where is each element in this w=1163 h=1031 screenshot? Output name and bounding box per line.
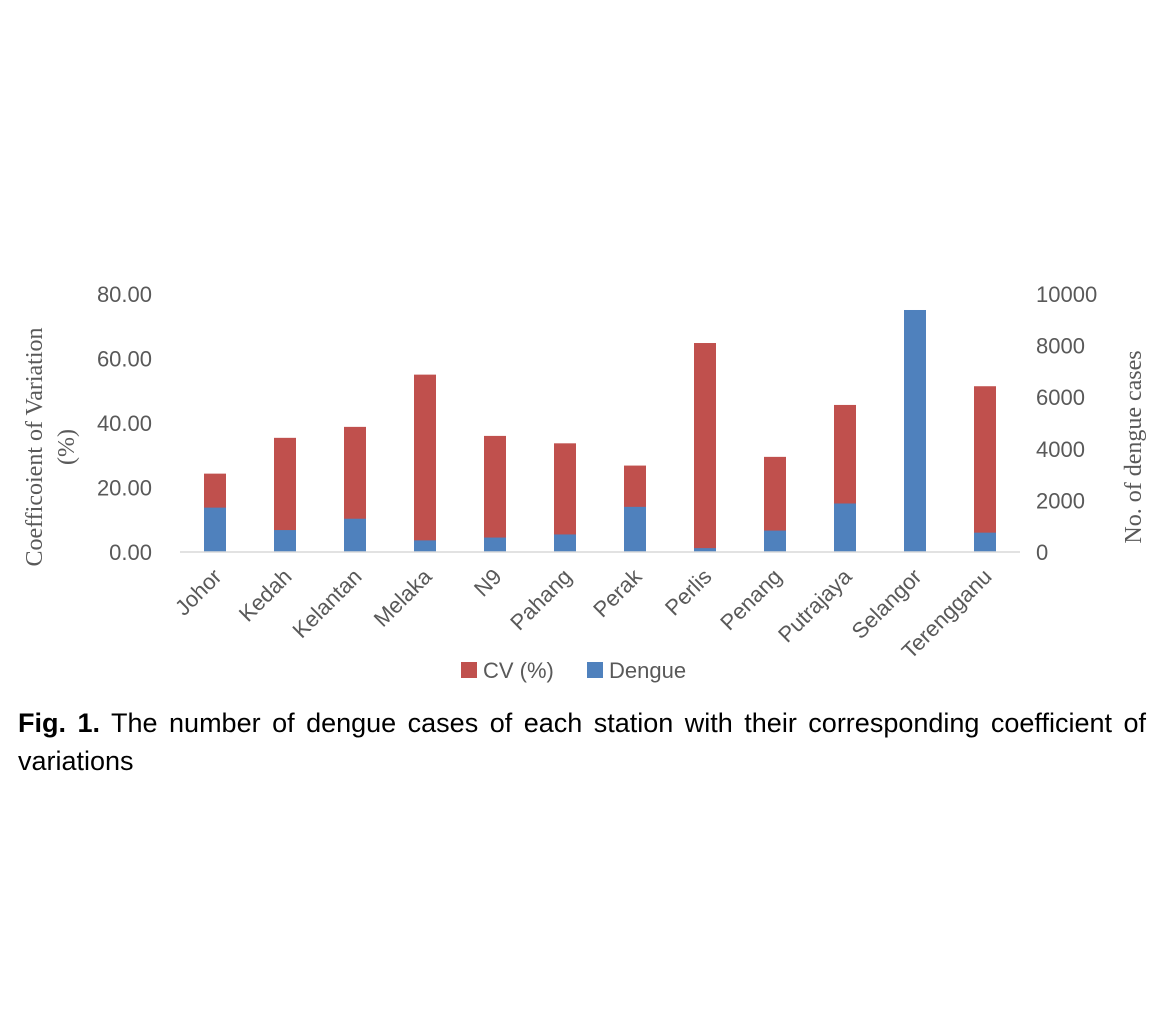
bar-cv-terengganu [974,386,996,552]
right-y-axis-title: No. of dengue cases [1121,350,1147,543]
left-y-tick-label: 0.00 [109,540,152,565]
bar-dengue-johor [204,507,226,552]
legend-swatch-cv [461,662,477,678]
category-label: Kedah [234,564,297,627]
left-y-tick-label: 40.00 [97,411,152,436]
left-y-tick-label: 60.00 [97,347,152,372]
bars [204,309,996,552]
bar-dengue-melaka [414,540,436,552]
figure-caption: Fig. 1. The number of dengue cases of ea… [18,704,1146,780]
bar-cv-perlis [694,343,716,552]
bar-dengue-pahang [554,534,576,552]
bar-dengue-terengganu [974,532,996,552]
right-y-tick-label: 10000 [1036,282,1097,307]
left-y-tick-labels: 80.00 60.00 40.00 20.00 0.00 [97,282,152,565]
bar-cv-pahang [554,443,576,552]
figure-caption-label: Fig. 1. [18,708,100,738]
legend-label-dengue: Dengue [609,658,686,683]
left-y-tick-label: 80.00 [97,282,152,307]
category-label: Perlis [660,564,717,621]
right-y-tick-label: 6000 [1036,385,1085,410]
category-label: Johor [170,564,227,621]
category-label: Kelantan [287,564,366,643]
left-y-axis-title: Coefficoient of Variation (%) [22,327,80,566]
right-y-tick-label: 4000 [1036,437,1085,462]
right-y-tick-label: 8000 [1036,334,1085,359]
left-y-axis-title-line2: (%) [54,429,80,465]
bar-dengue-penang [764,530,786,552]
category-label: N9 [469,564,507,602]
legend-label-cv: CV (%) [483,658,554,683]
bar-dengue-selangor [904,309,926,552]
category-label: Melaka [369,563,437,631]
dengue-cv-chart: Coefficoient of Variation (%) No. of den… [22,282,1147,683]
bar-cv-penang [764,456,786,552]
bar-dengue-kedah [274,530,296,552]
bar-dengue-putrajaya [834,503,856,552]
right-y-tick-label: 2000 [1036,488,1085,513]
left-y-axis-title-line1: Coefficoient of Variation [22,327,48,566]
bar-dengue-kelantan [344,518,366,552]
category-label: Perak [588,563,647,622]
left-y-tick-label: 20.00 [97,476,152,501]
right-y-tick-labels: 10000 8000 6000 4000 2000 0 [1036,282,1097,565]
figure-caption-text: The number of dengue cases of each stati… [18,708,1146,776]
legend: CV (%) Dengue [461,658,686,683]
bar-dengue-perak [624,506,646,552]
category-label: Penang [715,564,786,635]
bar-dengue-perlis [694,548,716,552]
bar-cv-n9 [484,435,506,552]
right-y-tick-label: 0 [1036,540,1048,565]
category-label: Putrajaya [773,563,857,647]
bar-cv-melaka [414,374,436,552]
category-label: Pahang [505,564,576,635]
bar-cv-kedah [274,437,296,552]
bar-dengue-n9 [484,537,506,552]
legend-swatch-dengue [587,662,603,678]
